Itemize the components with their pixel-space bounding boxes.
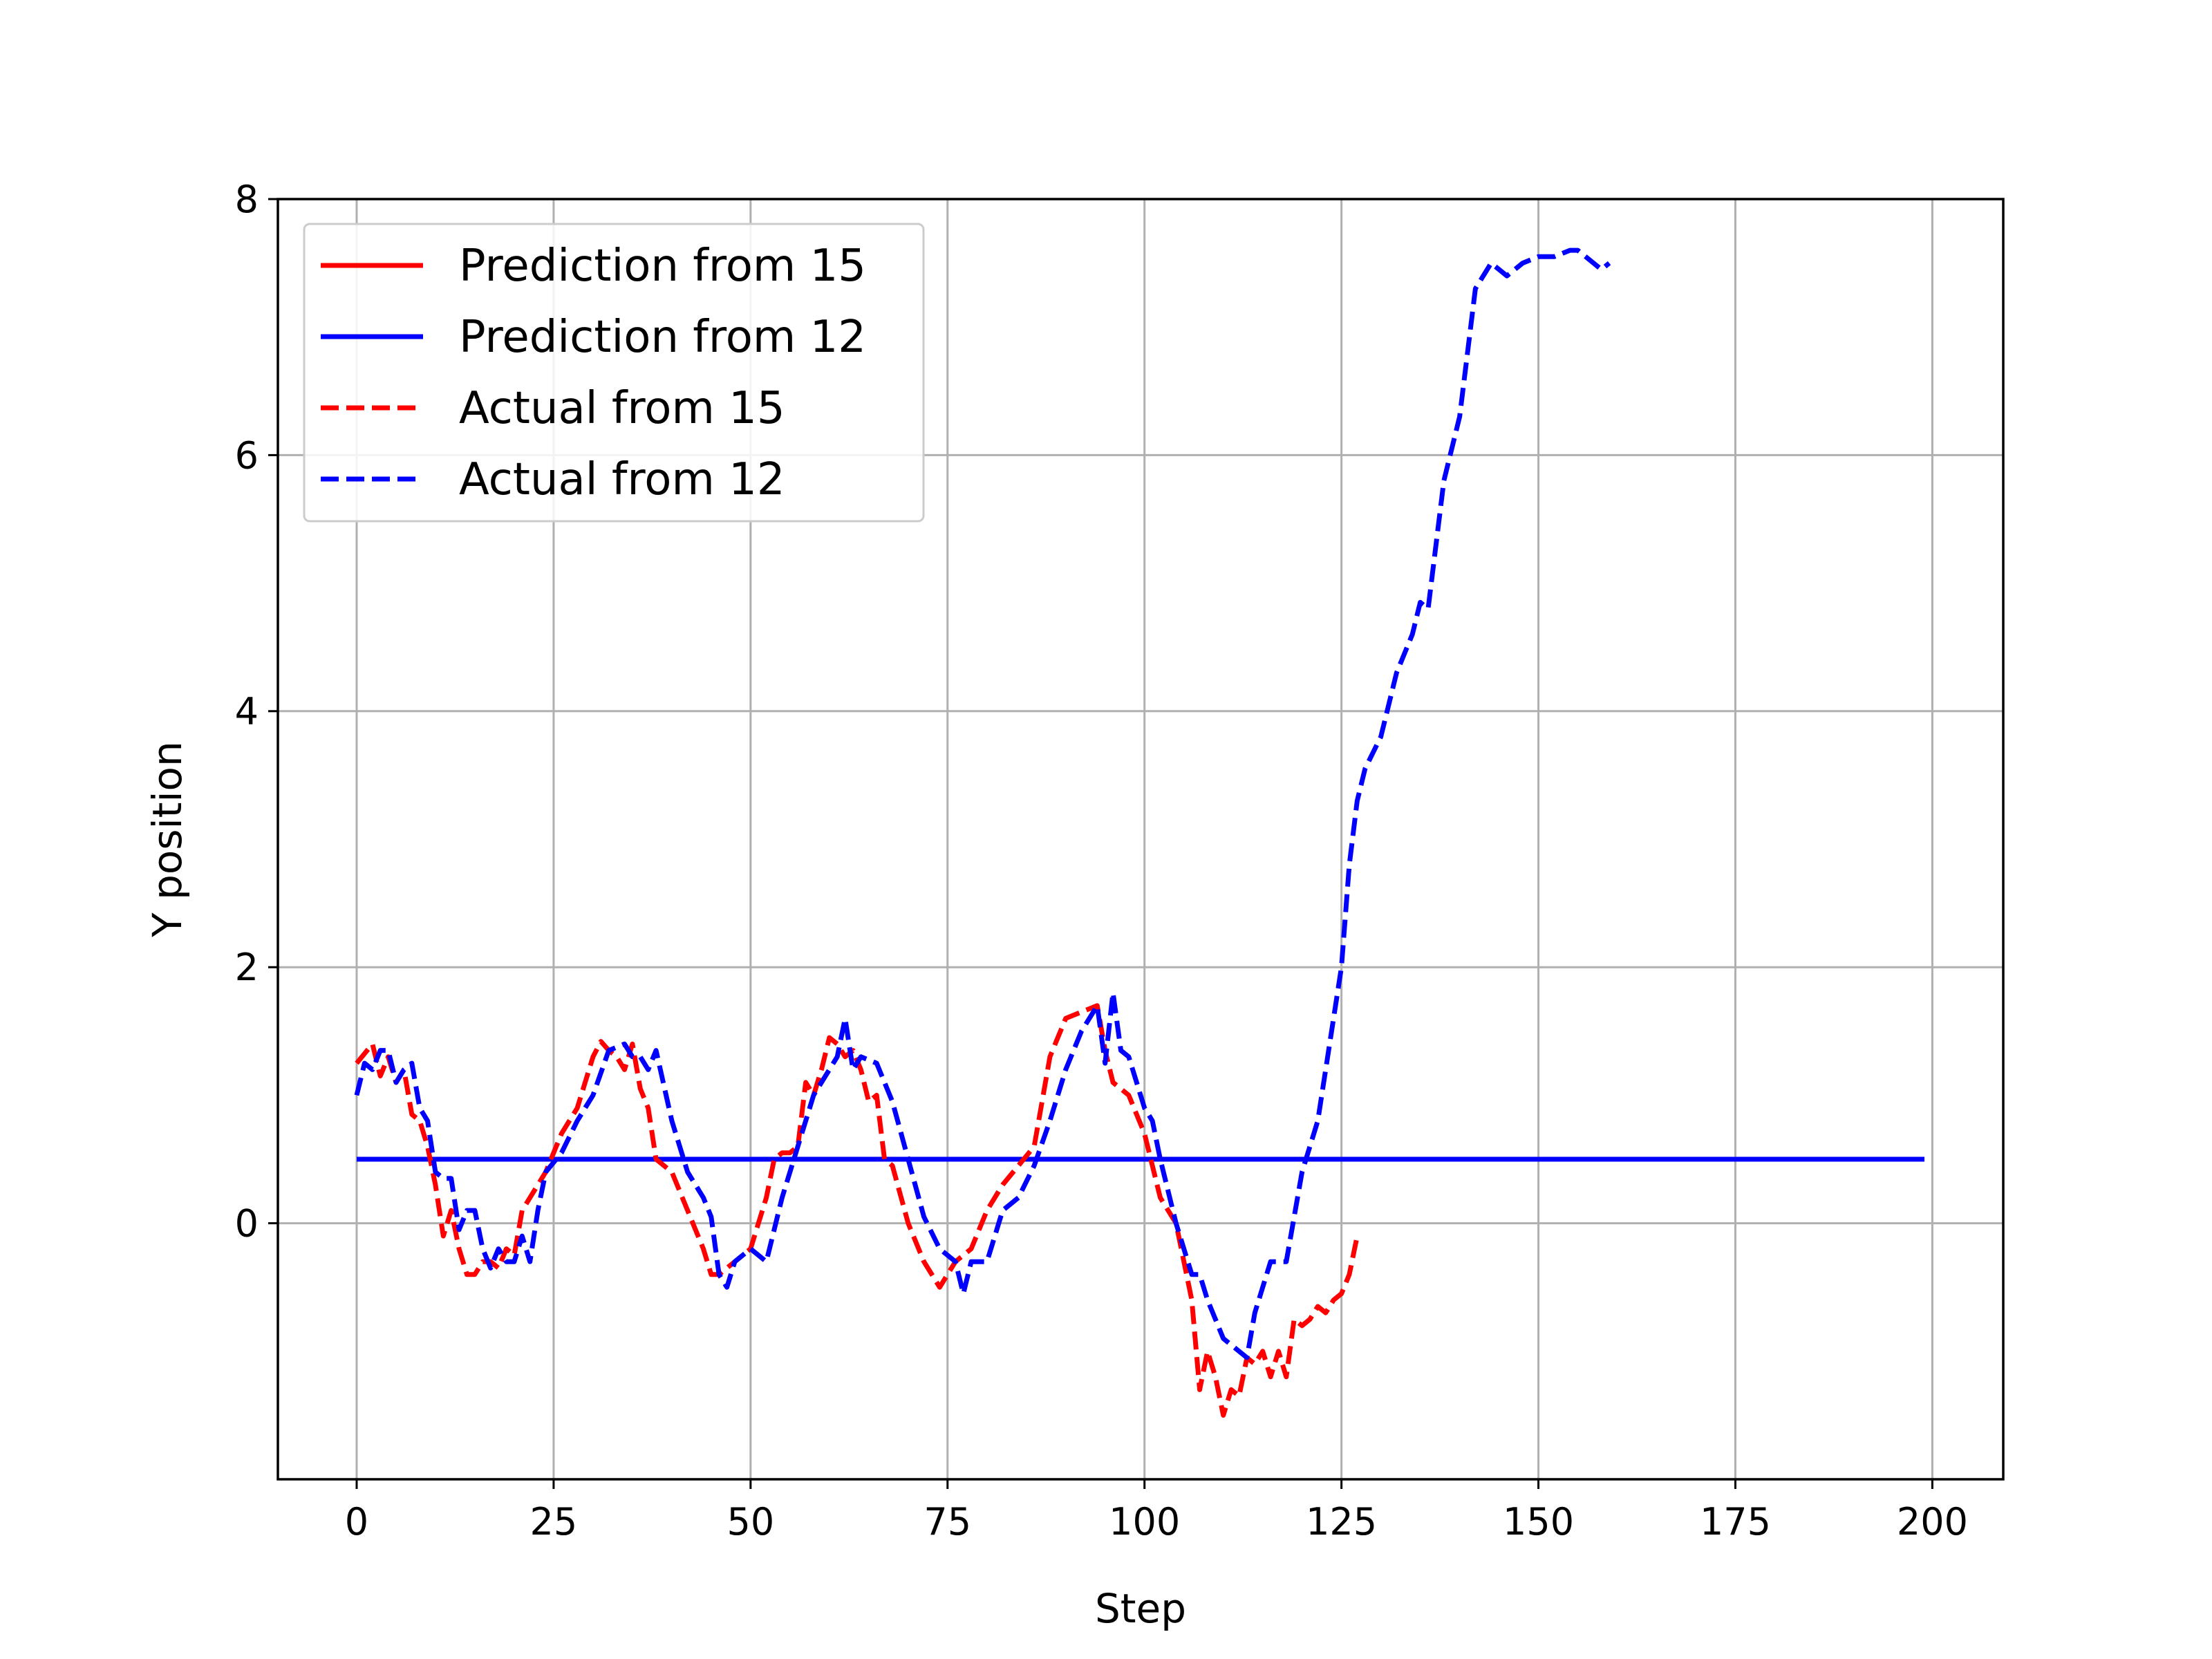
y-axis-label: Y position bbox=[144, 741, 191, 938]
x-tick-label: 25 bbox=[530, 1500, 578, 1544]
x-tick-label: 50 bbox=[727, 1500, 774, 1544]
y-tick-label: 6 bbox=[235, 433, 259, 477]
legend-label: Prediction from 12 bbox=[459, 312, 866, 363]
legend: Prediction from 15 Prediction from 12 Actu… bbox=[303, 223, 925, 523]
x-tick-label: 200 bbox=[1897, 1500, 1968, 1544]
plot-frame bbox=[276, 198, 2005, 1481]
x-tick-label: 150 bbox=[1503, 1500, 1574, 1544]
series-layer bbox=[354, 247, 1924, 1418]
series-line-4 bbox=[354, 247, 1611, 1360]
y-tick-label: 4 bbox=[235, 690, 259, 733]
x-tick-label: 75 bbox=[924, 1500, 971, 1544]
legend-label: Actual from 12 bbox=[459, 454, 785, 505]
x-tick-label: 175 bbox=[1700, 1500, 1771, 1544]
legend-label: Prediction from 15 bbox=[459, 241, 866, 292]
series-line-3 bbox=[355, 1003, 1360, 1418]
y-tick-label: 8 bbox=[235, 178, 259, 221]
x-tick-label: 125 bbox=[1306, 1500, 1377, 1544]
y-tick-label: 0 bbox=[235, 1202, 259, 1246]
legend-box bbox=[303, 223, 925, 523]
legend-label: Actual from 15 bbox=[459, 383, 785, 434]
x-tick-label: 100 bbox=[1109, 1500, 1180, 1544]
x-axis-label: Step bbox=[1095, 1585, 1186, 1632]
x-tick-label: 0 bbox=[345, 1500, 368, 1544]
axis-ticks: 0 25 50 75 100 125 150 175 200 0 2 4 6 8 bbox=[235, 178, 1968, 1544]
y-tick-label: 2 bbox=[235, 946, 259, 989]
